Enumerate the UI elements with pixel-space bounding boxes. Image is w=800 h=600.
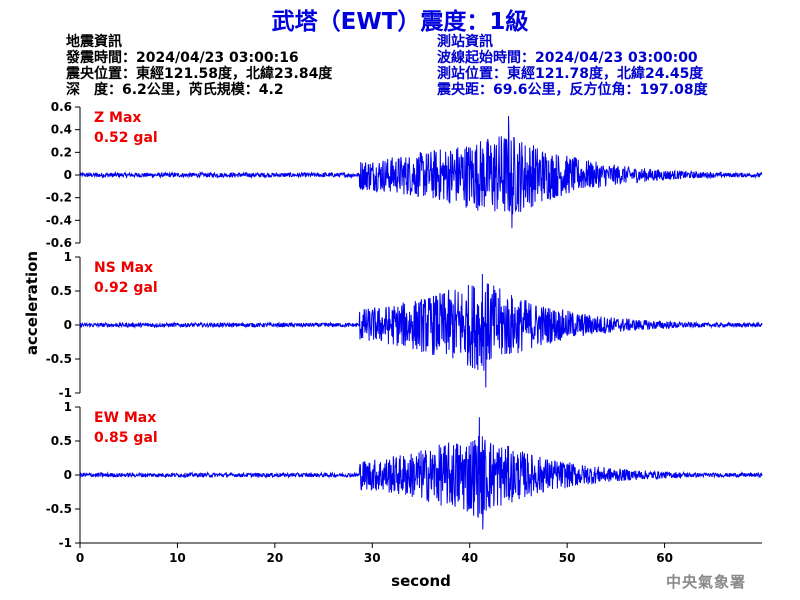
x-axis-label: second — [391, 572, 451, 590]
y-tick-label: -1 — [59, 386, 72, 400]
max-value-label: 0.92 gal — [94, 280, 158, 296]
wave-start-time: 波線起始時間：2024/04/23 03:00:00 — [437, 50, 698, 66]
y-tick-label: 0.6 — [51, 100, 72, 114]
origin-time: 發震時間：2024/04/23 03:00:16 — [66, 50, 299, 66]
trace-ns-max — [79, 273, 763, 388]
x-tick-label: 60 — [656, 551, 673, 565]
epicenter-location: 震央位置：東經121.58度，北緯23.84度 — [66, 66, 333, 82]
max-value-label: 0.85 gal — [94, 430, 158, 446]
y-tick-label: 1 — [64, 250, 72, 264]
x-tick-label: 0 — [76, 551, 84, 565]
y-tick-label: 0.5 — [51, 434, 72, 448]
station-info-heading: 測站資訊 — [437, 34, 493, 50]
earthquake-info: 地震資訊 發震時間：2024/04/23 03:00:16 震央位置：東經121… — [66, 34, 332, 98]
channel-label: Z Max — [94, 110, 141, 126]
x-tick-label: 10 — [169, 551, 186, 565]
y-tick-label: 0 — [64, 318, 72, 332]
y-tick-label: -0.6 — [46, 236, 72, 250]
y-tick-label: 0 — [64, 468, 72, 482]
page-title: 武塔（EWT）震度：1級 — [271, 9, 529, 35]
channel-label: EW Max — [94, 410, 156, 426]
x-tick-label: 30 — [364, 551, 381, 565]
earthquake-info-heading: 地震資訊 — [66, 34, 122, 50]
x-tick-label: 20 — [267, 551, 284, 565]
x-tick-label: 40 — [461, 551, 478, 565]
y-tick-label: -0.2 — [46, 191, 72, 205]
y-axis-label: acceleration — [23, 251, 41, 355]
agency-credit: 中央氣象署 — [665, 573, 746, 591]
y-tick-label: -0.5 — [46, 352, 72, 366]
channel-label: NS Max — [94, 260, 153, 276]
y-tick-label: 0.4 — [51, 123, 72, 137]
y-tick-label: 0.5 — [51, 284, 72, 298]
station-location: 測站位置：東經121.78度，北緯24.45度 — [437, 66, 704, 82]
trace-z-max — [79, 116, 763, 229]
y-tick-label: -0.4 — [46, 213, 72, 227]
y-tick-label: -0.5 — [46, 502, 72, 516]
y-tick-label: 0.2 — [51, 145, 72, 159]
y-tick-label: -1 — [59, 536, 72, 550]
epicentral-distance: 震央距：69.6公里，反方位角：197.08度 — [437, 82, 708, 98]
max-value-label: 0.52 gal — [94, 130, 158, 146]
station-info: 測站資訊 波線起始時間：2024/04/23 03:00:00 測站位置：東經1… — [437, 34, 708, 98]
x-tick-label: 50 — [559, 551, 576, 565]
y-tick-label: 0 — [64, 168, 72, 182]
trace-ew-max — [79, 417, 763, 530]
y-tick-label: 1 — [64, 400, 72, 414]
depth-magnitude: 深 度：6.2公里，芮氏規模：4.2 — [66, 82, 284, 98]
